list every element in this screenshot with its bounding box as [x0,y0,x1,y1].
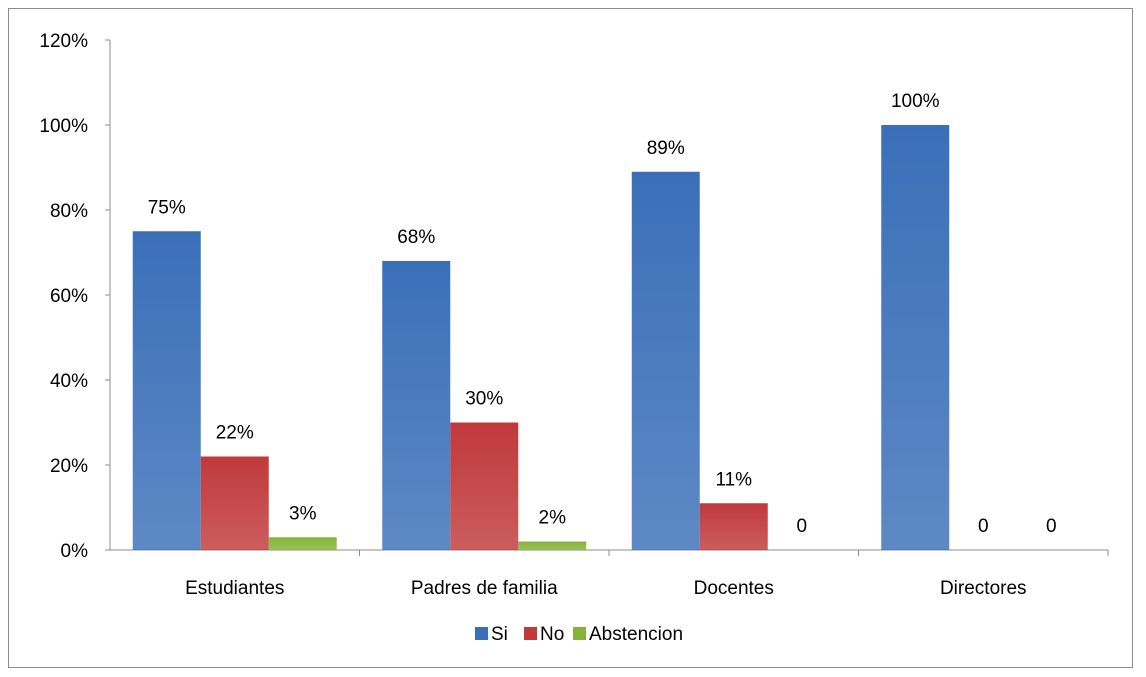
data-label: 100% [891,91,940,112]
bars-layer [132,125,950,550]
y-tick-label: 80% [50,201,88,222]
data-label: 0 [978,516,989,537]
legend-swatch-si [475,627,488,640]
axis-layer: 0% 20% 40% 60% 80% 100% 120% Estudiantes Padres … [39,31,1109,599]
bar-si-3 [881,125,950,550]
legend-label-si: Si [491,624,508,645]
x-category-label: Directores [940,578,1027,599]
data-label: 3% [289,503,317,524]
legend-swatch-abstencion [573,627,586,640]
data-label: 30% [465,389,503,410]
legend-swatch-no [524,627,537,640]
bar-no-2 [699,503,768,550]
bar-si-1 [382,261,451,550]
y-tick-label: 120% [39,31,88,52]
data-label: 75% [148,197,186,218]
data-label: 2% [539,508,567,529]
x-category-label: Estudiantes [185,578,284,599]
bar-si-0 [132,231,201,550]
data-label: 68% [397,227,435,248]
y-tick-label: 20% [50,456,88,477]
data-label: 0 [796,516,807,537]
data-label: 22% [216,423,254,444]
y-tick-label: 100% [39,116,88,137]
legend: Si No Abstencion [475,624,683,645]
bar-abstencion-1 [518,541,587,550]
bar-si-2 [631,171,700,550]
bar-no-0 [200,456,269,550]
legend-label-no: No [540,624,564,645]
bar-abstencion-0 [268,537,337,550]
bar-no-1 [450,422,519,550]
x-category-label: Padres de familia [411,578,558,599]
y-tick-label: 60% [50,286,88,307]
x-category-label: Docentes [694,578,774,599]
y-tick-label: 40% [50,371,88,392]
data-label: 0 [1046,516,1057,537]
y-tick-label: 0% [61,541,89,562]
data-label: 89% [647,138,685,159]
labels-layer: 75% 22% 3% 68% 30% 2% 89% 11% 0 100% 0 0 [148,91,1057,537]
data-label: 11% [715,469,752,490]
legend-label-abstencion: Abstencion [589,624,683,645]
